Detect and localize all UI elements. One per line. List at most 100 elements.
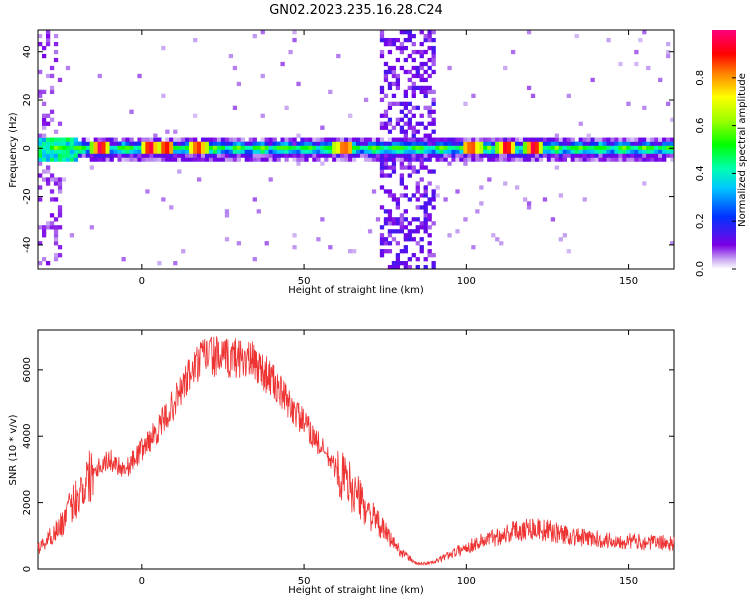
spectrogram-cell <box>495 153 500 158</box>
spectrogram-cell <box>399 137 405 142</box>
spectrogram-cell <box>185 145 190 150</box>
spectrogram-cell <box>38 89 43 95</box>
spectrogram-cell <box>658 137 663 142</box>
spectrogram-cell <box>403 185 408 190</box>
spectrogram-cell <box>53 181 59 186</box>
spectrogram-cell <box>193 145 198 150</box>
spectrogram-cell <box>487 137 492 142</box>
spectrogram-cell <box>391 125 397 130</box>
spectrogram-cell <box>340 153 345 158</box>
spectrogram-cell <box>403 233 408 238</box>
spectrogram-cell <box>359 149 365 154</box>
spectrogram-cell <box>395 73 401 79</box>
spectrogram-cell <box>419 193 424 198</box>
spectrogram-cell <box>407 69 412 75</box>
spectrogram-cell <box>395 261 401 266</box>
spectrogram-cell <box>562 149 567 154</box>
spectrogram-cell <box>431 221 436 226</box>
spectrogram-cell <box>431 30 436 35</box>
spectrogram-cell <box>642 105 647 110</box>
spectrogram-cell <box>403 261 408 266</box>
spectrogram-cell <box>598 145 603 150</box>
spectrogram-cell <box>332 137 337 142</box>
spectrogram-cell <box>69 145 75 150</box>
spectrogram-cell <box>224 145 230 150</box>
spectrogram-cell <box>125 153 130 158</box>
spectrogram-cell <box>173 149 178 154</box>
spectrogram-cell <box>526 141 532 146</box>
spectrogram-cell <box>304 137 309 142</box>
spectrogram-cell <box>558 145 564 150</box>
spectrogram-cell <box>403 217 408 222</box>
spectrogram-cell <box>670 157 675 162</box>
spectrogram-cell <box>193 157 198 162</box>
spectrogram-cell <box>479 185 484 190</box>
spectrogram-cell <box>542 141 548 146</box>
spectrogram-cell <box>204 141 210 146</box>
spectrogram-cell <box>578 137 583 142</box>
spectrogram-cell <box>332 153 337 158</box>
spectrogram-cell <box>197 157 202 162</box>
spectrogram-cell <box>395 137 401 142</box>
spectrogram-cell <box>371 149 377 154</box>
spectrogram-cell <box>292 30 297 35</box>
snr-panel: 0 50 100 150 0 2000 4000 6000 Height of straig… <box>8 329 675 596</box>
spectrogram-cell <box>439 141 444 146</box>
spectrogram-cell <box>105 145 110 150</box>
spectrogram-cell <box>189 153 194 158</box>
spectrogram-cell <box>153 153 158 158</box>
spectrogram-cell <box>260 30 265 35</box>
snr-y-tick-label: 6000 <box>22 357 33 382</box>
spectrogram-cell <box>328 245 333 250</box>
spectrogram-cell <box>586 157 591 162</box>
spectrogram-cell <box>38 261 43 266</box>
spectrogram-cell <box>236 141 242 146</box>
spectrogram-cell <box>459 149 464 154</box>
spectrogram-cell <box>117 157 122 162</box>
spectrogram-cell <box>236 145 242 150</box>
spectrogram-cell <box>423 141 428 146</box>
spectrogram-cell <box>507 145 512 150</box>
spectrogram-cell <box>49 197 55 202</box>
spectrogram-cell <box>419 237 424 242</box>
spectrogram-cell <box>371 145 377 150</box>
spectrogram-cell <box>427 145 432 150</box>
spectrogram-cell <box>427 65 432 71</box>
spectrogram-cell <box>328 145 333 150</box>
spectrogram-cell <box>268 177 273 182</box>
spectrogram-cell <box>391 73 397 79</box>
spectrogram-cell <box>387 229 393 234</box>
spectrogram-cell <box>423 225 428 230</box>
spectrogram-cell <box>471 93 476 99</box>
spectrogram-cell <box>113 145 118 150</box>
spectrogram-cell <box>57 185 63 190</box>
spectrogram-cell <box>419 221 424 226</box>
spectrogram-cell <box>45 121 51 126</box>
spectrogram-cell <box>193 153 198 158</box>
spectrogram-cell <box>45 169 51 174</box>
spectrogram-cell <box>399 157 405 162</box>
spectrogram-cell <box>336 145 341 150</box>
spectrogram-cell <box>375 149 381 154</box>
spectrogram-cell <box>53 229 59 234</box>
spectrogram-cell <box>419 149 424 154</box>
spectrogram-cell <box>495 141 500 146</box>
spectrogram-cell <box>670 137 675 142</box>
spectrogram-cell <box>165 137 170 142</box>
spectrogram-cell <box>252 149 257 154</box>
spectrogram-cell <box>666 149 671 154</box>
spectrogram-cell <box>208 153 214 158</box>
spectrogram-cell <box>491 153 496 158</box>
spectrogram-cell <box>415 129 420 134</box>
spectrogram-cell <box>344 153 349 158</box>
spectrogram-cell <box>252 145 257 150</box>
spectrogram-cell <box>45 181 51 186</box>
spectrogram-cell <box>503 65 508 71</box>
spectrogram-cell <box>542 197 548 202</box>
spectrogram-cell <box>379 49 385 55</box>
spectrogram-cell <box>391 153 397 158</box>
spectrogram-cell <box>379 233 385 238</box>
spectrogram-cell <box>614 149 619 154</box>
spectrogram-cell <box>292 157 297 162</box>
spectrogram-cell <box>157 149 162 154</box>
